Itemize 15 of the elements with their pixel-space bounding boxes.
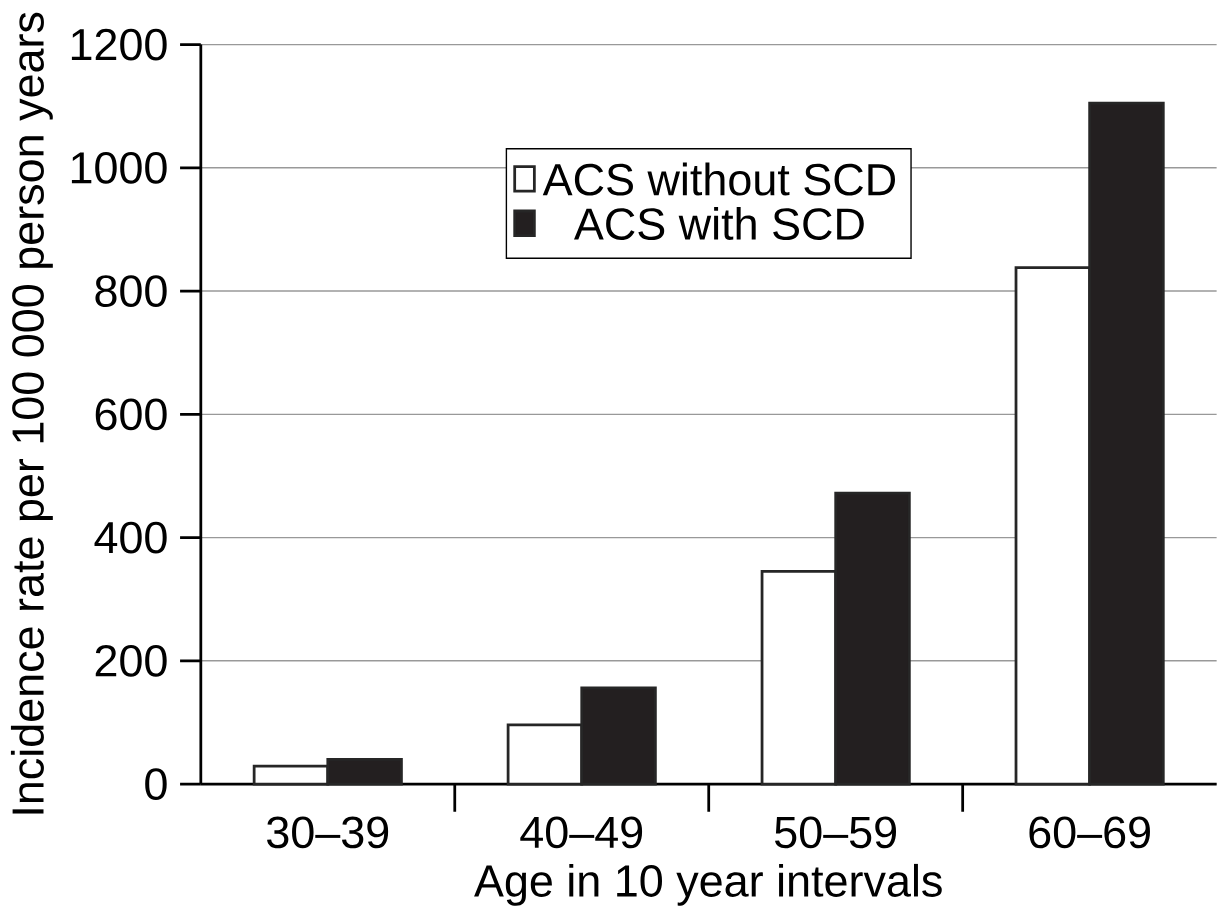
legend-label: ACS with SCD bbox=[573, 207, 864, 241]
x-tick-label: 40–49 bbox=[520, 816, 643, 849]
x-axis-title: Age in 10 year intervals bbox=[474, 864, 942, 906]
y-tick-label: 200 bbox=[95, 645, 167, 677]
y-axis-title: Incidence rate per 100 000 person years bbox=[10, 12, 53, 814]
x-tick-label: 50–59 bbox=[775, 816, 897, 849]
y-tick-label: 0 bbox=[145, 768, 167, 801]
y-tick-label: 1200 bbox=[71, 28, 167, 61]
y-tick-label: 600 bbox=[95, 398, 167, 431]
legend-label: ACS without SCD bbox=[542, 162, 895, 196]
x-tick-label: 60–69 bbox=[1029, 816, 1150, 849]
y-tick-label: 400 bbox=[94, 521, 167, 554]
x-tick-label: 30–39 bbox=[267, 816, 389, 849]
y-tick-label: 800 bbox=[95, 275, 167, 308]
y-tick-label: 1000 bbox=[71, 152, 167, 184]
